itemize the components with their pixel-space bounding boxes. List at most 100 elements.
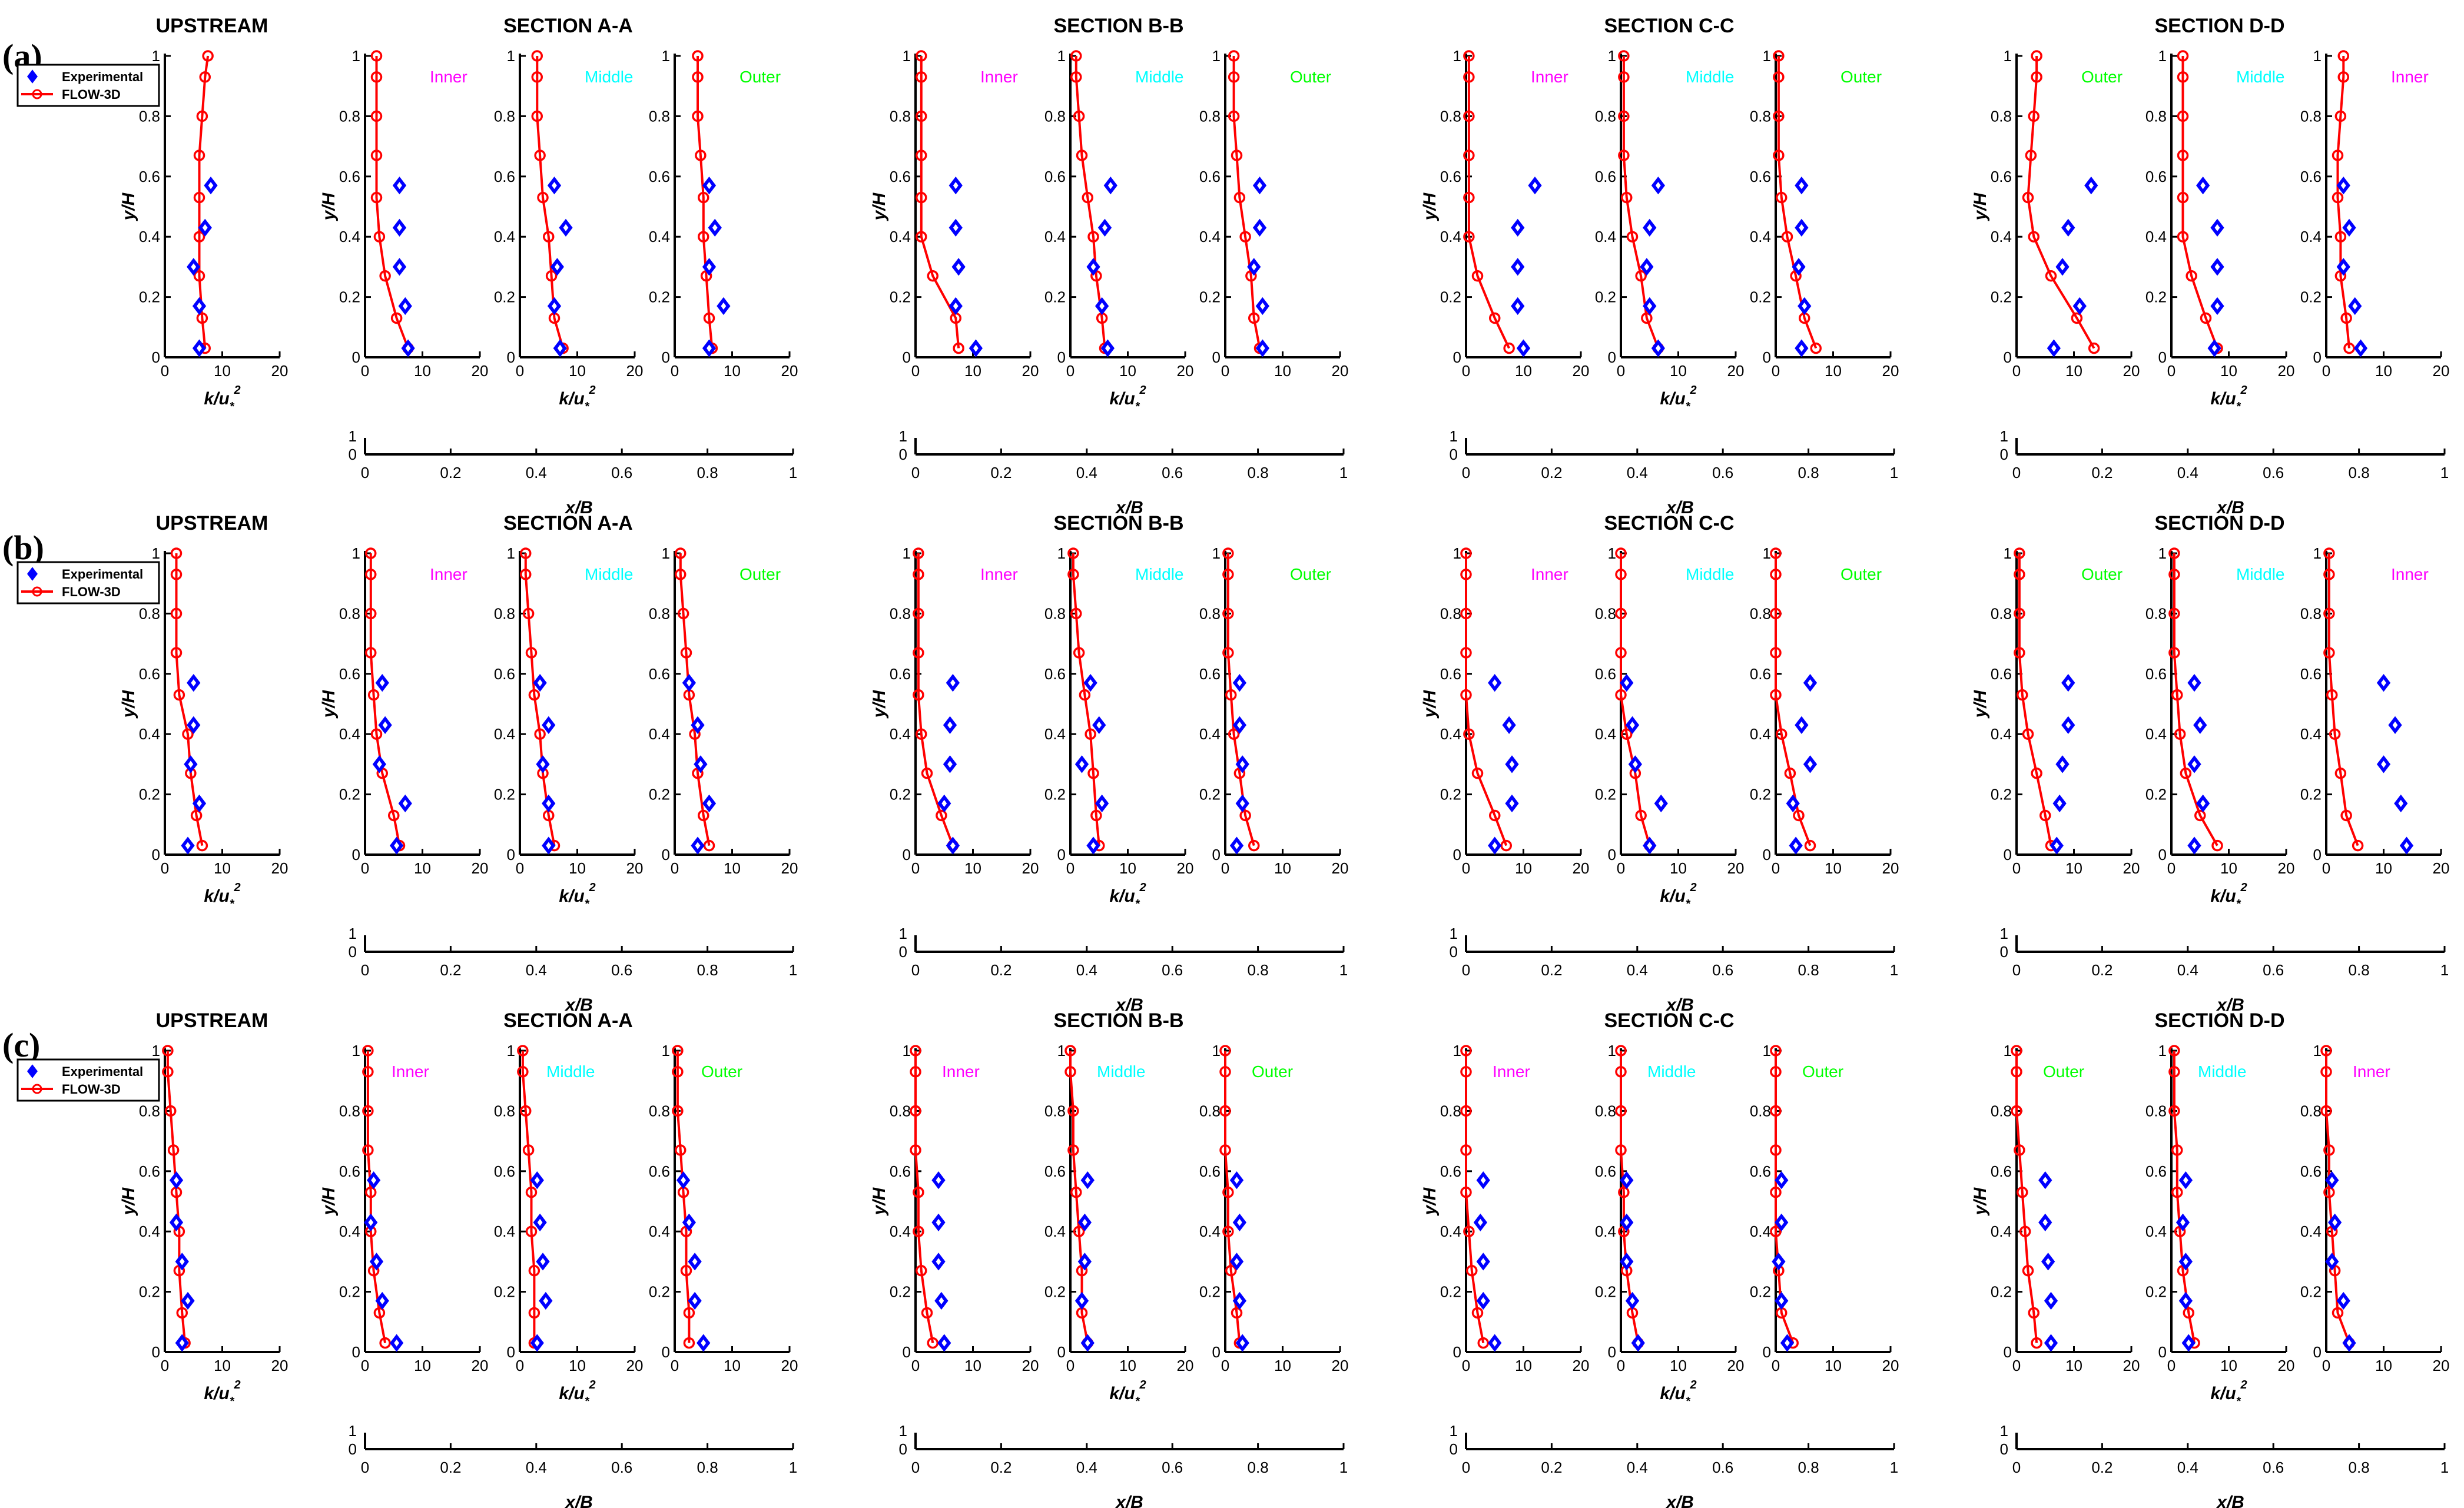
pos-tick-label: 0.8 bbox=[1798, 1459, 1819, 1476]
flow3d-point bbox=[1503, 342, 1515, 354]
flow3d-point bbox=[2031, 71, 2042, 83]
flow3d-point bbox=[1776, 728, 1788, 740]
pos-tick-label: 0.2 bbox=[2091, 464, 2113, 481]
y-tick-label: 0.2 bbox=[494, 1283, 515, 1301]
flow3d-line bbox=[676, 1051, 691, 1343]
x-tick-label: 0 bbox=[1617, 859, 1625, 877]
x-tick-label: 0 bbox=[911, 1357, 920, 1374]
experimental-point-highlight bbox=[2191, 842, 2197, 849]
pos-y-tick-label: 1 bbox=[349, 427, 357, 445]
flow3d-point bbox=[2011, 1045, 2022, 1057]
x-tick-label: 20 bbox=[2278, 362, 2295, 380]
y-tick-label: 0.4 bbox=[890, 725, 911, 743]
position-label: Middle bbox=[1135, 565, 1183, 583]
flow3d-point bbox=[2028, 110, 2039, 122]
experimental-point-highlight bbox=[537, 679, 543, 687]
x-axis-label: k/u*2 bbox=[1109, 384, 1146, 413]
flow3d-point bbox=[531, 50, 543, 62]
flow3d-point bbox=[1615, 569, 1627, 580]
y-axis-label: y/H bbox=[319, 689, 339, 719]
y-tick-label: 0.2 bbox=[1199, 288, 1221, 306]
flow3d-point bbox=[2022, 1265, 2034, 1277]
y-tick-label: 0.2 bbox=[1199, 786, 1221, 803]
position-label: Inner bbox=[392, 1062, 429, 1081]
y-tick-label: 0.4 bbox=[1199, 228, 1221, 245]
flow3d-point bbox=[2337, 71, 2349, 83]
y-tick-label: 0.6 bbox=[494, 168, 515, 185]
experimental-point-highlight bbox=[1239, 1339, 1245, 1347]
flow3d-point bbox=[1073, 110, 1085, 122]
experimental-point-highlight bbox=[686, 1218, 692, 1226]
y-tick-label: 0.8 bbox=[339, 107, 360, 125]
y-tick-label: 0.2 bbox=[1199, 1283, 1221, 1301]
y-tick-label: 0 bbox=[1608, 1343, 1616, 1361]
flow3d-point bbox=[1070, 1186, 1082, 1198]
experimental-point-highlight bbox=[1259, 302, 1265, 310]
y-tick-label: 0.2 bbox=[1991, 1283, 2012, 1301]
flow3d-point bbox=[2168, 1105, 2180, 1117]
y-tick-label: 1 bbox=[2004, 544, 2012, 562]
y-tick-label: 0.4 bbox=[494, 228, 515, 245]
x-tick-label: 0 bbox=[1221, 362, 1229, 380]
flow3d-point bbox=[2323, 1186, 2335, 1198]
y-tick-label: 0 bbox=[2158, 846, 2167, 863]
flow3d-point bbox=[365, 1186, 377, 1198]
pos-tick-label: 0.4 bbox=[526, 464, 547, 481]
x-tick-label: 0 bbox=[1462, 859, 1470, 877]
flow3d-point bbox=[1239, 809, 1251, 822]
flow3d-point bbox=[2211, 839, 2223, 852]
experimental-point-highlight bbox=[179, 1258, 185, 1265]
x-tick-label: 10 bbox=[1825, 1357, 1842, 1374]
flow3d-line bbox=[1465, 553, 1508, 846]
flow3d-point bbox=[1770, 569, 1782, 580]
flow3d-point bbox=[2017, 689, 2028, 701]
y-tick-label: 1 bbox=[2004, 47, 2012, 65]
experimental-point-highlight bbox=[2088, 182, 2094, 190]
y-axis-label: y/H bbox=[870, 192, 889, 221]
x-tick-label: 10 bbox=[1670, 859, 1687, 877]
experimental-point-highlight bbox=[2191, 679, 2197, 687]
x-tick-label: 20 bbox=[1022, 1357, 1039, 1374]
y-tick-label: 0.6 bbox=[1595, 665, 1616, 683]
flow3d-point bbox=[1228, 728, 1240, 740]
flow3d-point bbox=[1770, 647, 1782, 659]
y-tick-label: 0.2 bbox=[890, 786, 911, 803]
experimental-point-highlight bbox=[1257, 182, 1262, 190]
pos-y-tick-label: 1 bbox=[2000, 427, 2008, 445]
y-tick-label: 0.8 bbox=[139, 604, 160, 622]
experimental-point-highlight bbox=[2358, 344, 2363, 352]
flow3d-point bbox=[1618, 150, 1630, 161]
experimental-point-highlight bbox=[1532, 182, 1538, 190]
y-tick-label: 0.6 bbox=[1750, 1162, 1771, 1180]
experimental-point-highlight bbox=[1506, 721, 1512, 729]
pos-tick-label: 0.4 bbox=[1076, 464, 1097, 481]
flow3d-point bbox=[2019, 1225, 2031, 1237]
x-tick-label: 20 bbox=[781, 859, 798, 877]
pos-tick-label: 0 bbox=[911, 961, 920, 979]
experimental-point-highlight bbox=[1085, 1339, 1090, 1347]
flow3d-point bbox=[910, 1045, 921, 1057]
experimental-point-highlight bbox=[1105, 344, 1110, 352]
position-label: Inner bbox=[980, 565, 1018, 583]
flow3d-point bbox=[182, 728, 194, 740]
experimental-point-highlight bbox=[2340, 1297, 2346, 1305]
x-tick-label: 0 bbox=[1772, 362, 1780, 380]
flow3d-point bbox=[2334, 110, 2347, 122]
flow3d-point bbox=[2332, 191, 2344, 204]
experimental-point-highlight bbox=[2060, 760, 2065, 768]
pos-tick-label: 0.2 bbox=[440, 1459, 461, 1476]
y-tick-label: 0.2 bbox=[1991, 288, 2012, 306]
flow3d-point bbox=[1784, 768, 1796, 779]
y-tick-label: 1 bbox=[662, 544, 670, 562]
flow3d-point bbox=[1460, 1066, 1472, 1078]
section-title: SECTION C-C bbox=[1604, 512, 1735, 534]
experimental-point-highlight bbox=[1790, 799, 1796, 808]
y-tick-label: 0.4 bbox=[139, 1223, 160, 1240]
x-tick-label: 20 bbox=[1727, 859, 1745, 877]
flow3d-point bbox=[379, 270, 391, 282]
x-tick-label: 20 bbox=[271, 362, 288, 380]
y-tick-label: 0 bbox=[662, 846, 670, 863]
x-tick-label: 20 bbox=[1882, 1357, 1899, 1374]
y-tick-label: 0.6 bbox=[649, 665, 670, 683]
y-tick-label: 0 bbox=[507, 348, 515, 366]
